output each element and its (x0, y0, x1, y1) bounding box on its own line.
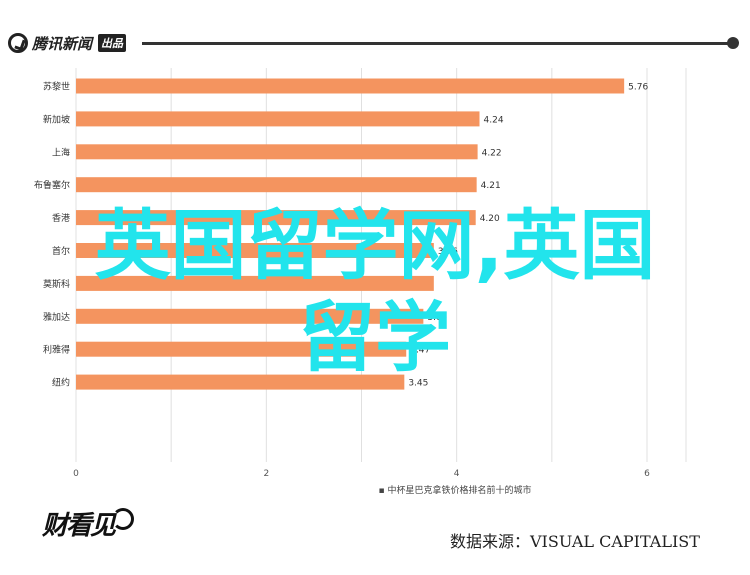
value-label: 3.65 (427, 313, 447, 323)
bar (76, 177, 477, 193)
category-label: 雅加达 (43, 311, 70, 323)
bar (76, 308, 424, 324)
value-label: 3.76 (438, 247, 458, 257)
value-label: 3.45 (408, 379, 428, 389)
bar (76, 111, 480, 127)
tencent-news-logo-icon (8, 33, 28, 53)
header-divider (142, 42, 732, 45)
value-label: 5.76 (628, 83, 648, 93)
x-axis-label: ▪ 中杯星巴克拿铁价格排名前十的城市 (379, 484, 532, 496)
header-logo-badge: 出品 (98, 34, 127, 52)
category-label: 苏黎世 (43, 81, 70, 93)
category-label: 布鲁塞尔 (34, 179, 70, 191)
category-label: 首尔 (52, 245, 70, 257)
bar (76, 275, 434, 291)
value-label: 4.21 (481, 181, 501, 191)
category-label: 香港 (52, 212, 70, 224)
x-tick-label: 4 (454, 469, 460, 479)
chart-bars (76, 78, 625, 390)
footer-logo: 财看见 (42, 505, 135, 542)
bar (76, 374, 405, 390)
category-label: 纽约 (52, 377, 70, 389)
x-tick-label: 6 (644, 469, 650, 479)
header-divider-dot (727, 37, 739, 49)
bar (76, 243, 434, 258)
footer-logo-text: 财看见 (42, 511, 116, 541)
value-label: 3.47 (410, 346, 430, 356)
category-label: 上海 (52, 146, 70, 158)
bar (76, 144, 478, 160)
x-tick-label: 0 (73, 469, 79, 479)
x-tick-label: 2 (263, 469, 269, 479)
category-label: 新加坡 (43, 113, 70, 125)
chart-grid (75, 68, 687, 462)
bar (76, 78, 625, 94)
header-logo: 腾讯新闻 出品 (8, 32, 127, 54)
footer-logo-swoosh-icon (112, 507, 135, 530)
data-source: 数据来源：VISUAL CAPITALIST (450, 532, 700, 551)
value-label: 4.24 (484, 115, 504, 125)
chart-labels: 0 2 4 6 苏黎世 5.76 新加坡 4.24 上海 4.22 布鲁塞尔 4.21 香港 4.20 首尔… (34, 81, 650, 480)
header-logo-text: 腾讯新闻 (32, 34, 93, 53)
bar (76, 341, 407, 357)
value-label: 4.20 (480, 214, 500, 224)
category-label: 利雅得 (43, 344, 70, 356)
category-label: 莫斯科 (43, 278, 70, 290)
bar (76, 210, 476, 226)
value-label: 4.22 (482, 148, 502, 158)
